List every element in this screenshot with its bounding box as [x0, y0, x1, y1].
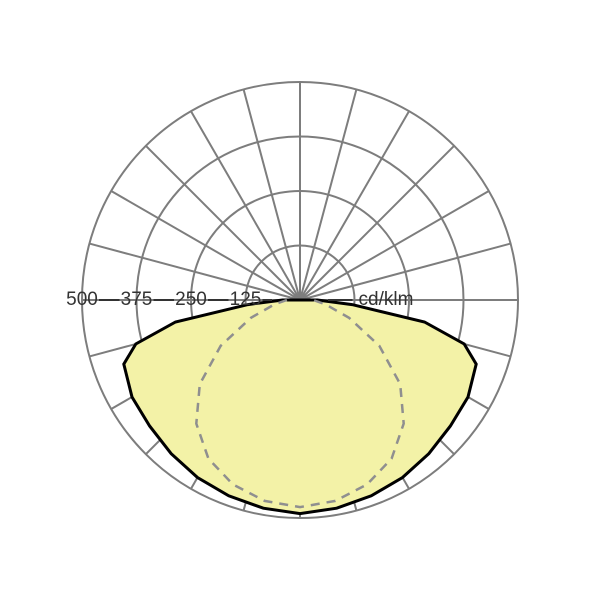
grid-radial-line — [191, 111, 300, 300]
grid-radial-line — [244, 89, 300, 300]
grid-radial-line — [111, 191, 300, 300]
grid-radial-line — [300, 111, 409, 300]
curves — [124, 300, 476, 514]
grid-radial-line — [300, 146, 454, 300]
grid-radial-line — [146, 146, 300, 300]
axis-label-left: 500 — [66, 289, 98, 310]
grid-radial-line — [300, 89, 356, 300]
axis-label-left: 125 — [230, 289, 262, 310]
intensity-curve-c0c180 — [124, 300, 476, 514]
grid-radial-line — [300, 191, 489, 300]
axis-label-left: 250 — [175, 289, 207, 310]
axis-label-left: 375 — [121, 289, 153, 310]
axis-unit-label: cd/klm — [359, 289, 414, 310]
polar-intensity-chart: 500 375 250 125 cd/klm — [0, 0, 600, 600]
